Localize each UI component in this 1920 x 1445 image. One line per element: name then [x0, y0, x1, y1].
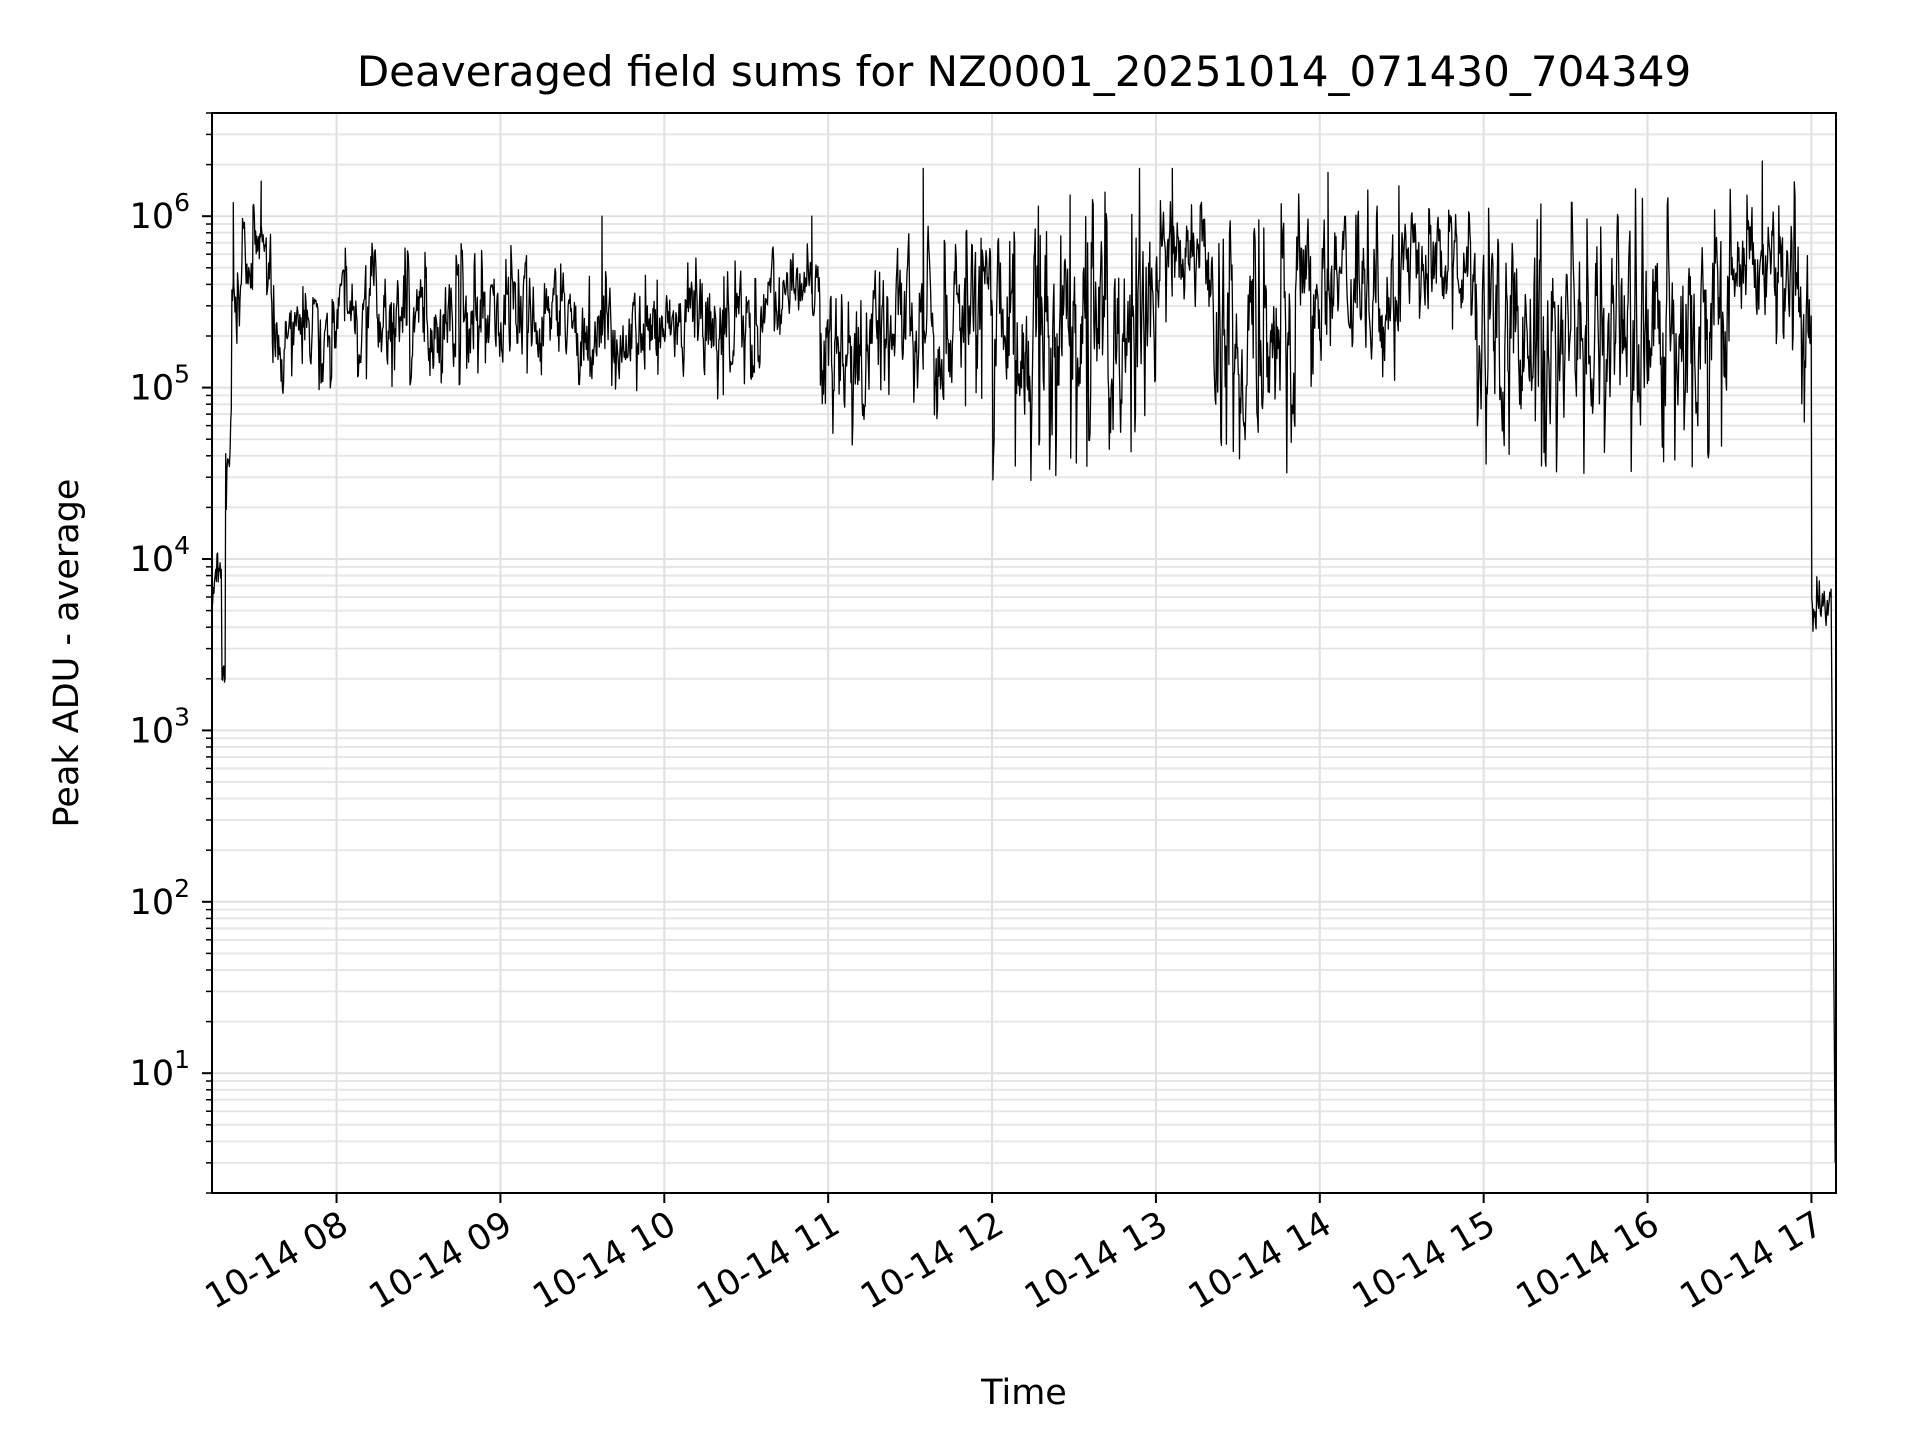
- chart-title: Deaveraged field sums for NZ0001_2025101…: [357, 47, 1691, 96]
- plot-frame: [211, 112, 1837, 1194]
- y-tick-label: 104: [130, 531, 190, 580]
- y-tick-label: 103: [130, 702, 190, 751]
- y-tick-label: 105: [130, 360, 190, 409]
- y-tick-label: 102: [130, 874, 190, 923]
- series-line: [211, 160, 1836, 1163]
- series-layer: [211, 160, 1836, 1163]
- y-tick-label: 101: [130, 1045, 190, 1094]
- x-axis-label: Time: [980, 1373, 1067, 1413]
- y-axis-label: Peak ADU - average: [47, 479, 87, 828]
- grid: [212, 112, 1836, 1194]
- y-tick-label: 106: [130, 188, 190, 237]
